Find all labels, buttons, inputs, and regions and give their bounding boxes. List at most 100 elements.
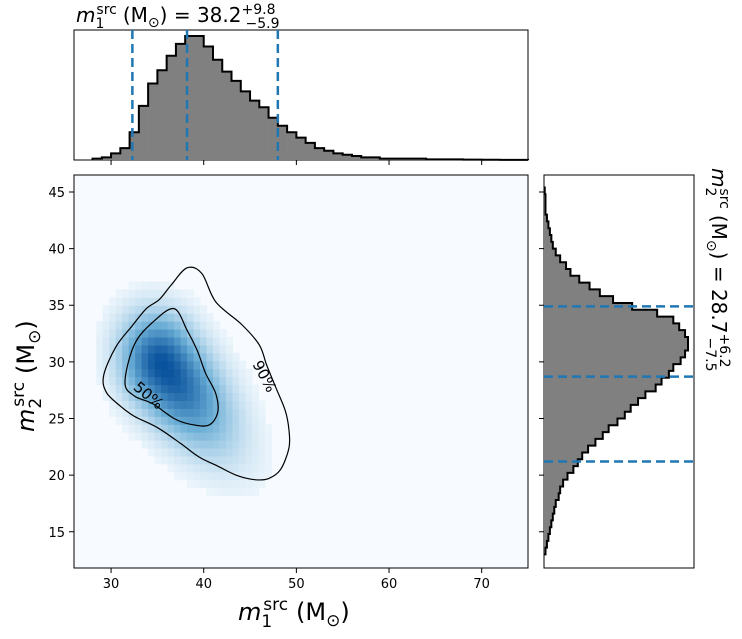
density-cell <box>141 313 149 322</box>
density-cell <box>238 424 247 433</box>
m1-hist-bar <box>287 132 297 160</box>
density-cell <box>167 352 175 362</box>
m1-histogram-axes <box>73 29 529 165</box>
density-cell <box>200 313 208 322</box>
density-cell <box>225 408 234 417</box>
density-cell <box>174 352 182 362</box>
density-cell <box>206 313 214 322</box>
density-cell <box>238 463 247 473</box>
density-cell <box>180 432 188 441</box>
density-cell <box>193 392 201 401</box>
density-cell <box>154 360 162 370</box>
density-cell <box>154 352 162 362</box>
m2-hist-bar <box>544 513 553 521</box>
density-cell <box>187 392 195 401</box>
density-cell <box>225 479 234 489</box>
m1-hist-bar <box>129 132 140 160</box>
density-cell <box>212 336 221 346</box>
density-cell <box>206 408 214 417</box>
density-cell <box>115 305 123 314</box>
density-cell <box>206 400 214 409</box>
density-cell <box>174 424 182 433</box>
density-cell <box>193 424 201 433</box>
density-cell <box>219 368 227 378</box>
density-cell <box>245 408 253 417</box>
density-cell <box>200 400 208 409</box>
density-cell <box>245 368 253 378</box>
m2-hist-bar <box>544 282 590 290</box>
density-cell <box>238 447 247 457</box>
density-cell <box>200 424 208 433</box>
density-cell <box>245 400 253 409</box>
m1-hist-bar <box>259 107 269 160</box>
density-cell <box>115 329 123 338</box>
density-cell <box>264 432 272 441</box>
density-cell <box>212 321 221 330</box>
density-cell <box>161 336 169 346</box>
density-cell <box>96 376 104 386</box>
density-cell <box>128 424 136 433</box>
density-cell <box>102 313 110 322</box>
density-cell <box>174 368 182 378</box>
density-cell <box>251 424 259 433</box>
density-cell <box>135 416 143 425</box>
m1-posterior-title: m1src (M⊙) = 38.2+9.8 −5.9 <box>76 2 279 32</box>
density-cell <box>187 336 195 346</box>
y-tick-label: 35 <box>48 299 65 314</box>
density-cell <box>245 440 253 449</box>
density-cell <box>167 360 175 370</box>
density-cell <box>167 297 175 306</box>
density-cell <box>154 321 162 330</box>
density-cell <box>258 440 266 449</box>
density-cell <box>122 392 130 401</box>
m1-hist-bar <box>138 105 149 160</box>
density-cell <box>200 376 208 386</box>
density-cell <box>148 329 156 338</box>
density-cell <box>206 463 214 473</box>
density-cell <box>109 408 117 417</box>
density-cell <box>154 408 162 417</box>
density-cell <box>174 305 182 314</box>
density-cell <box>96 321 104 330</box>
density-cell <box>141 392 149 401</box>
density-cell <box>193 329 201 338</box>
m1-hist-bar <box>185 36 195 160</box>
density-cell <box>154 376 162 386</box>
density-cell <box>219 424 227 433</box>
density-cell <box>187 400 195 409</box>
density-cell <box>225 447 234 457</box>
m2-hist-bar <box>544 377 662 385</box>
density-cell <box>122 408 130 417</box>
density-cell <box>212 408 221 417</box>
density-cell <box>102 392 110 401</box>
density-cell <box>148 352 156 362</box>
density-cell <box>154 305 162 314</box>
density-cell <box>258 400 266 409</box>
density-cell <box>154 400 162 409</box>
density-cell <box>122 297 130 306</box>
density-cell <box>135 360 143 370</box>
density-cell <box>193 463 201 473</box>
density-cell <box>225 471 234 481</box>
m2-hist-bar <box>544 357 681 365</box>
density-cell <box>141 360 149 370</box>
m2-hist-bar <box>544 370 669 379</box>
density-cell <box>225 416 234 425</box>
m2-hist-bar <box>544 384 656 392</box>
x-tick-label: 70 <box>473 577 490 592</box>
density-cell <box>174 432 182 441</box>
density-cell <box>161 313 169 322</box>
density-cell <box>225 463 234 473</box>
density-cell <box>206 487 214 497</box>
density-cell <box>115 384 123 394</box>
m1-hist-bar <box>120 148 130 160</box>
density-cell <box>174 360 182 370</box>
density-cell <box>128 368 136 378</box>
density-cell <box>122 313 130 322</box>
density-cell <box>264 424 272 433</box>
density-cell <box>258 455 266 465</box>
density-cell <box>122 416 130 425</box>
density-cell <box>148 360 156 370</box>
density-cell <box>128 408 136 417</box>
